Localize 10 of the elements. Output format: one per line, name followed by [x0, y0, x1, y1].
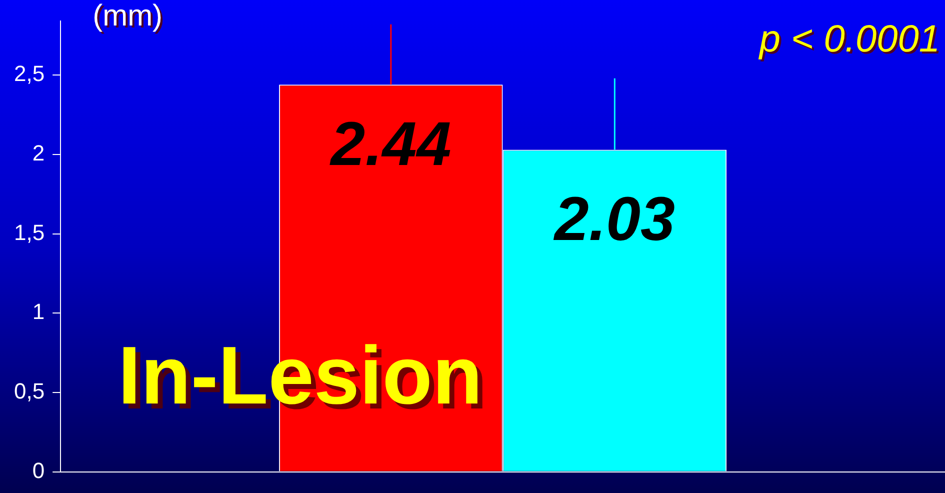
y-tick-label: 2: [32, 140, 45, 166]
annotation: (mm): [94, 1, 165, 34]
data-label: 2.03: [553, 184, 676, 254]
y-tick-label: 1,5: [14, 220, 45, 245]
y-tick-label: 0,5: [14, 378, 45, 404]
y-tick-label: 2,5: [14, 61, 45, 86]
y-tick-label: 1: [32, 299, 45, 324]
y-tick-label: 0: [32, 458, 45, 483]
data-label: 2.44: [330, 110, 452, 179]
annotation: p < 0.0001: [760, 20, 942, 63]
